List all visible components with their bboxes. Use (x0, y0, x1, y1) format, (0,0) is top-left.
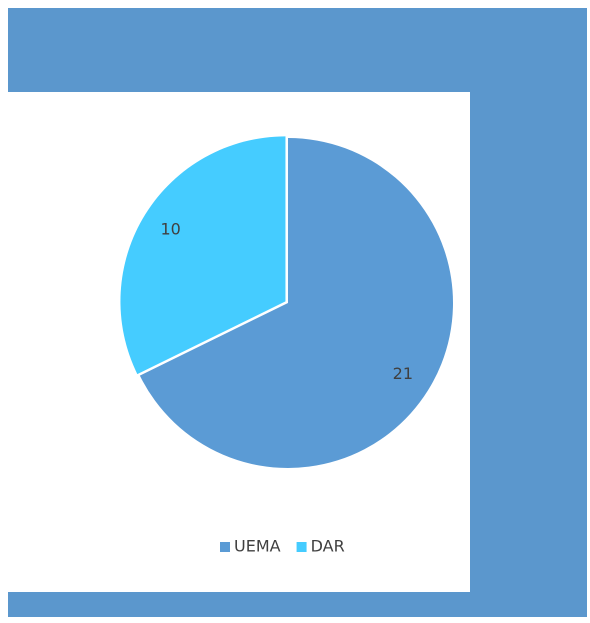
legend-swatch (296, 542, 307, 552)
legend-swatch (220, 542, 230, 552)
legend-label: DAR (311, 537, 345, 556)
data-label: 21 (393, 364, 413, 383)
pie-slice (120, 136, 286, 375)
data-label: 10 (160, 219, 180, 238)
legend-label: UEMA (234, 537, 281, 556)
pie-slice (139, 138, 453, 468)
